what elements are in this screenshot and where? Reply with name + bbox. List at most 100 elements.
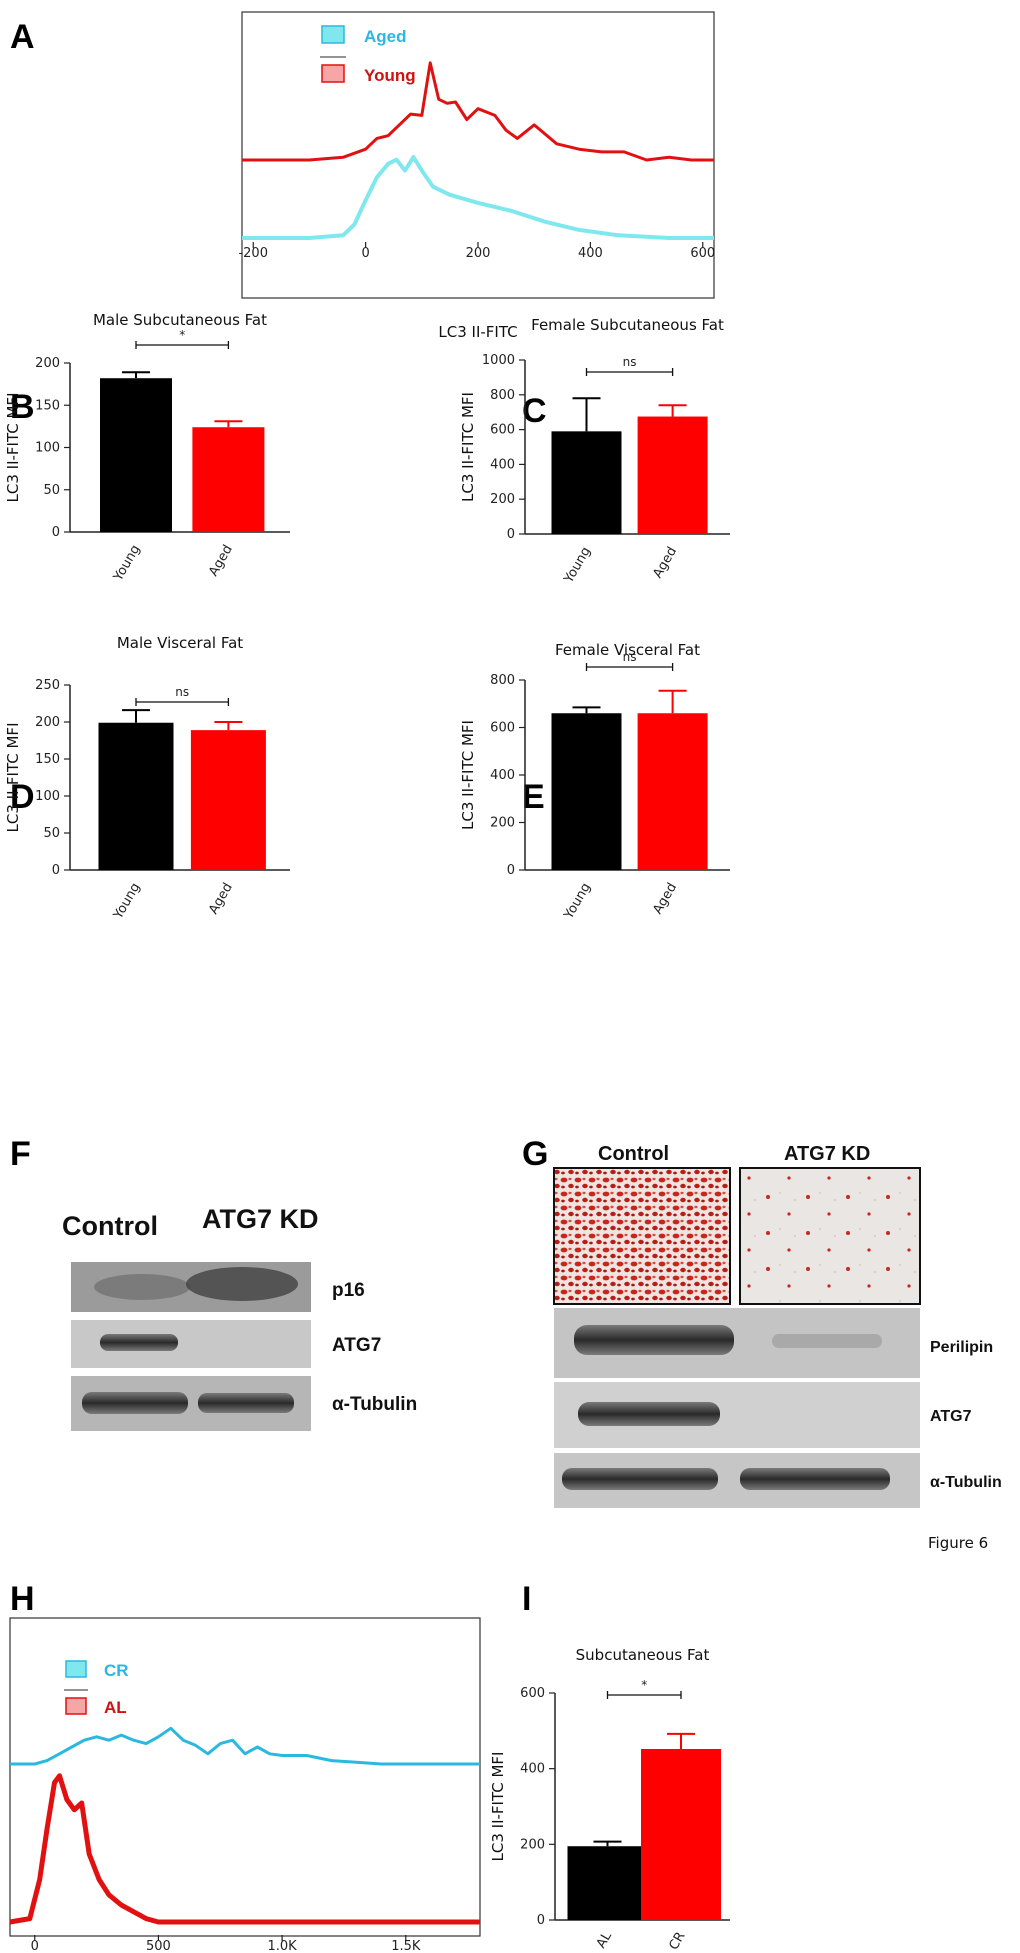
legend-swatch-aged: [321, 25, 345, 44]
y-tick-label: 0: [507, 527, 515, 542]
category-label: Aged: [206, 543, 236, 579]
blot-f-label-p16: p16: [332, 1280, 365, 1301]
blot-g-label-perilipin: Perilipin: [930, 1339, 993, 1356]
y-tick-label: 1000: [482, 353, 515, 368]
category-label: Young: [111, 881, 144, 923]
y-tick-label: 600: [490, 721, 515, 736]
panel-label-c: C: [522, 392, 547, 430]
x-tick-label: 1.5K: [391, 1939, 421, 1953]
bar-chart-d: 0 50 100 150 200 250 LC3 II-FITC MFI Male Visce…: [4, 634, 290, 923]
y-tick-label: 200: [35, 715, 60, 730]
western-blot-f: Control ATG7 KD p16 ATG7 α-Tubulin: [62, 1204, 417, 1431]
legend-label-aged: Aged: [364, 27, 407, 46]
panel-label-g: G: [522, 1135, 548, 1173]
bar-young: [98, 722, 174, 870]
panel-label-f: F: [10, 1135, 31, 1173]
band-p16-control: [94, 1274, 190, 1300]
y-tick-label: 800: [490, 388, 515, 403]
y-tick-label: 200: [520, 1837, 545, 1852]
staining-and-blot-g: Control ATG7 KD Perilipin ATG7 α-Tubulin: [553, 1143, 1002, 1508]
significance-bracket: [606, 1691, 682, 1699]
panel-label-a: A: [10, 18, 35, 56]
series-line-aged: [242, 155, 714, 240]
y-tick-label: 0: [537, 1913, 545, 1928]
x-axis-label-a: LC3 II-FITC: [438, 323, 517, 341]
band-p16-atg7kd: [186, 1267, 298, 1301]
band-perilipin-control: [574, 1325, 734, 1355]
oil-red-image-control: [553, 1167, 731, 1305]
significance-bracket: [585, 663, 674, 671]
x-tick-label: 0: [361, 246, 369, 261]
y-tick-label: 400: [520, 1762, 545, 1777]
category-label: Aged: [650, 545, 680, 581]
band-perilipin-atg7kd: [772, 1334, 882, 1348]
significance-bracket: [585, 368, 674, 376]
y-tick-label: 200: [490, 492, 515, 507]
plot-frame-a: [241, 11, 715, 299]
band-tubulin-atg7kd: [198, 1393, 294, 1413]
blot-g-header-atg7kd: ATG7 KD: [784, 1143, 870, 1165]
y-tick-label: 0: [507, 863, 515, 878]
x-tick-label: 200: [466, 246, 491, 261]
y-axis-label: LC3 II-FITC MFI: [4, 393, 22, 503]
chart-title: Male Subcutaneous Fat: [93, 311, 267, 329]
series-line-al: [9, 1773, 480, 1925]
legend-swatch-young: [321, 64, 345, 83]
legend-label-cr: CR: [104, 1661, 129, 1680]
y-tick-label: 0: [52, 863, 60, 878]
y-axis-label: LC3 II-FITC MFI: [4, 723, 22, 833]
category-label: Aged: [206, 881, 236, 917]
bar-cr: [641, 1748, 721, 1920]
blot-g-label-atg7: ATG7: [930, 1408, 972, 1425]
legend-swatch-cr: [65, 1660, 87, 1678]
y-tick-label: 800: [490, 673, 515, 688]
bar-aged: [637, 713, 708, 870]
bar-young: [551, 713, 622, 870]
blot-f-label-tubulin: α-Tubulin: [332, 1394, 417, 1415]
y-axis-label: LC3 II-FITC MFI: [459, 392, 477, 502]
bar-al: [567, 1846, 648, 1920]
series-line-young: [242, 61, 714, 162]
y-tick-label: 0: [52, 525, 60, 540]
y-tick-label: 400: [490, 457, 515, 472]
category-label: Aged: [650, 881, 680, 917]
chart-title: Female Subcutaneous Fat: [531, 316, 724, 334]
significance-label: ns: [623, 355, 637, 369]
significance-bracket: [135, 698, 230, 706]
panel-label-d: D: [10, 778, 35, 816]
significance-label: ns: [175, 685, 189, 699]
panel-label-i: I: [522, 1580, 531, 1618]
blot-g-header-control: Control: [598, 1143, 669, 1165]
panel-label-h: H: [10, 1580, 35, 1618]
y-tick-label: 600: [490, 423, 515, 438]
bar-young: [100, 378, 172, 532]
significance-label: *: [179, 328, 185, 342]
bar-aged: [192, 427, 265, 532]
blot-f-header-atg7kd: ATG7 KD: [202, 1204, 319, 1234]
histogram-a: Aged Young -200 0 200 400 600 LC3 II-FITC: [238, 11, 715, 341]
legend-swatch-al: [65, 1697, 87, 1715]
blot-g-label-tubulin: α-Tubulin: [930, 1474, 1002, 1491]
band-tubulin-control: [82, 1392, 188, 1414]
category-label: AL: [594, 1929, 615, 1951]
category-label: Young: [561, 545, 594, 587]
blot-f-header-control: Control: [62, 1211, 158, 1241]
band-tubulin-g-atg7kd: [740, 1468, 890, 1490]
y-axis-label: LC3 II-FITC MFI: [489, 1752, 507, 1862]
figure-caption: Figure 6: [928, 1534, 988, 1552]
histogram-h: CR AL 0 500 1.0K 1.5K: [9, 1617, 481, 1953]
bar-aged: [637, 416, 708, 534]
x-tick-label: 0: [31, 1939, 39, 1953]
y-tick-label: 400: [490, 768, 515, 783]
significance-label: ns: [623, 650, 637, 664]
x-tick-label: 400: [578, 246, 603, 261]
x-tick-label: 500: [146, 1939, 171, 1953]
panel-label-b: B: [10, 388, 35, 426]
y-tick-label: 250: [35, 678, 60, 693]
band-atg7-control: [100, 1334, 178, 1351]
oil-red-image-atg7kd: [739, 1167, 921, 1305]
y-tick-label: 200: [35, 356, 60, 371]
category-label: Young: [111, 543, 144, 585]
significance-label: *: [641, 1678, 647, 1692]
